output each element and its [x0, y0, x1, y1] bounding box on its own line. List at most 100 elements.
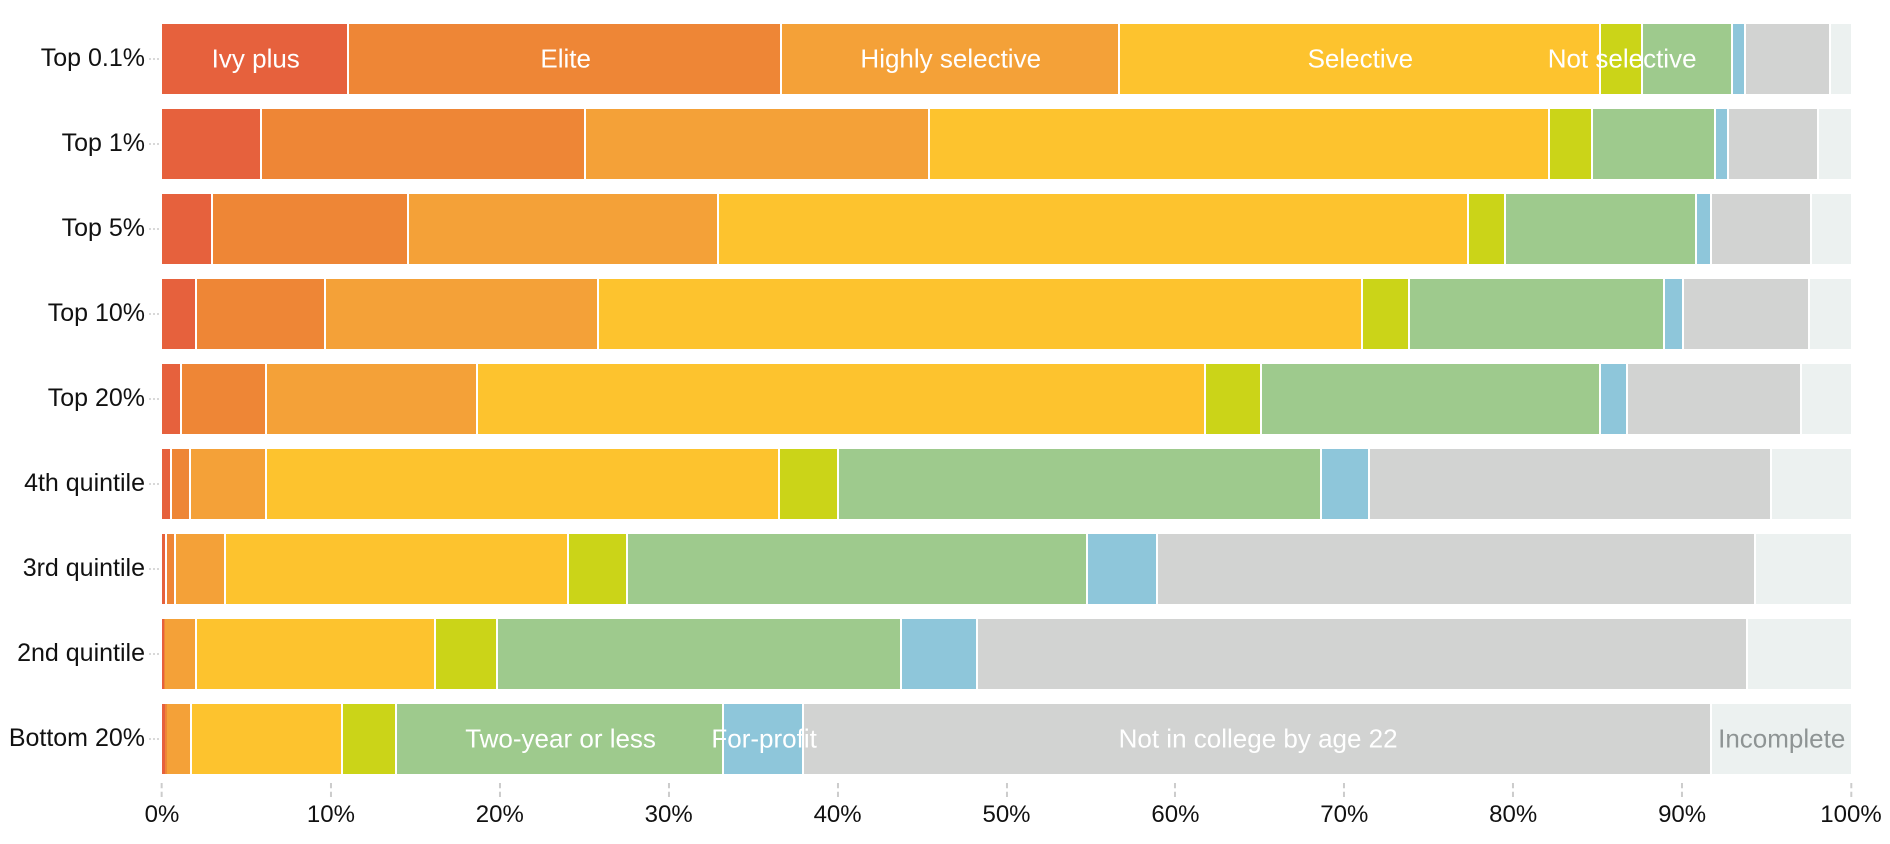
leader-dots — [149, 567, 159, 570]
segment-for-profit — [901, 618, 978, 689]
segment-elite — [172, 448, 191, 519]
x-tick-50: 50% — [982, 781, 1031, 829]
x-tick-label: 10% — [306, 801, 355, 828]
segment-two-year-or-less — [628, 533, 1088, 604]
segment-elite — [261, 108, 586, 179]
x-tick-70: 70% — [1320, 781, 1368, 829]
segment-two-year-or-less — [839, 448, 1323, 519]
segment-not-selective — [569, 533, 629, 604]
x-tick-40: 40% — [814, 781, 862, 829]
leader-dots — [149, 652, 159, 655]
x-tick-80: 80% — [1489, 781, 1537, 829]
segment-not-in-college-by-age-22 — [1628, 363, 1802, 434]
segment-not-selective — [1362, 278, 1411, 349]
row-label: Bottom 20% — [8, 724, 145, 752]
row-label: 3rd quintile — [22, 554, 145, 582]
x-tick-label: 40% — [813, 801, 862, 828]
x-tick-60: 60% — [1151, 781, 1199, 829]
segment-elite: Elite — [349, 23, 782, 94]
x-tick-90: 90% — [1658, 781, 1706, 829]
segment-not-selective — [1205, 363, 1262, 434]
segment-label-elite: Elite — [540, 43, 591, 73]
tick-mark — [667, 783, 670, 797]
segment-ivy-plus — [162, 618, 164, 689]
tick-mark — [1512, 783, 1515, 797]
row-label: Top 0.1% — [40, 44, 145, 72]
segment-selective — [266, 448, 781, 519]
segment-incomplete — [1830, 23, 1851, 94]
segment-ivy-plus: Ivy plus — [162, 23, 350, 94]
bar-row-top-20: Top 20% — [0, 356, 1890, 441]
x-tick-label: 100% — [1820, 801, 1882, 828]
segment-selective — [719, 193, 1470, 264]
segment-ivy-plus — [162, 363, 183, 434]
segment-highly-selective — [167, 703, 193, 774]
stacked-bar — [162, 108, 1851, 179]
x-tick-label: 50% — [982, 801, 1031, 828]
segment-incomplete — [1747, 618, 1851, 689]
segment-for-profit — [1322, 448, 1370, 519]
segment-incomplete — [1812, 193, 1851, 264]
segment-highly-selective — [266, 363, 478, 434]
stacked-bar — [162, 278, 1851, 349]
segment-label-for-profit: For-profit — [711, 723, 817, 753]
bar-row-top-5: Top 5% — [0, 186, 1890, 271]
stacked-bar — [162, 618, 1851, 689]
segment-not-in-college-by-age-22 — [1369, 448, 1772, 519]
segment-selective — [599, 278, 1363, 349]
stacked-bar — [162, 363, 1851, 434]
segment-ivy-plus — [162, 448, 173, 519]
segment-label-ivy-plus: Ivy plus — [211, 43, 300, 73]
segment-for-profit: For-profit — [711, 703, 817, 774]
stacked-bar — [162, 533, 1851, 604]
segment-two-year-or-less — [498, 618, 902, 689]
tick-mark — [1849, 783, 1852, 797]
tick-mark — [1343, 783, 1346, 797]
leader-dots — [149, 142, 159, 145]
x-tick-label: 90% — [1658, 801, 1707, 828]
leader-dots — [149, 482, 159, 485]
tick-mark — [1681, 783, 1684, 797]
segment-two-year-or-less — [1410, 278, 1666, 349]
segment-not-in-college-by-age-22 — [1712, 193, 1813, 264]
segment-for-profit — [1665, 278, 1684, 349]
segment-elite — [197, 278, 326, 349]
segment-for-profit — [1732, 23, 1747, 94]
segment-elite — [163, 618, 166, 689]
tick-mark — [836, 783, 839, 797]
segment-not-selective — [1550, 108, 1593, 179]
segment-highly-selective — [325, 278, 600, 349]
segment-not-selective — [1469, 193, 1507, 264]
bar-row-top-10: Top 10% — [0, 271, 1890, 356]
segment-for-profit — [1697, 193, 1713, 264]
segment-selective — [477, 363, 1206, 434]
x-tick-label: 80% — [1489, 801, 1538, 828]
leader-dots — [149, 57, 159, 60]
segment-two-year-or-less: Two-year or less — [396, 703, 725, 774]
segment-selective — [226, 533, 570, 604]
segment-not-selective — [342, 703, 397, 774]
segment-ivy-plus — [162, 108, 262, 179]
row-label: Top 5% — [61, 214, 145, 242]
x-tick-label: 30% — [644, 801, 693, 828]
segment-not-in-college-by-age-22 — [1683, 278, 1811, 349]
segment-two-year-or-less — [1643, 23, 1733, 94]
segment-two-year-or-less — [1261, 363, 1601, 434]
tick-mark — [1005, 783, 1008, 797]
tick-mark — [1174, 783, 1177, 797]
leader-dots — [149, 397, 159, 400]
tick-mark — [329, 783, 332, 797]
segment-selective — [197, 618, 436, 689]
segment-not-selective — [435, 618, 499, 689]
segment-highly-selective — [190, 448, 267, 519]
segment-not-in-college-by-age-22: Not in college by age 22 — [803, 703, 1713, 774]
x-tick-100: 100% — [1820, 781, 1882, 829]
row-label: Top 20% — [47, 384, 145, 412]
bar-row-2nd-quintile: 2nd quintile — [0, 611, 1890, 696]
x-tick-label: 0% — [144, 801, 180, 828]
segment-incomplete — [1818, 108, 1851, 179]
tick-mark — [161, 783, 163, 797]
stacked-bar — [162, 448, 1851, 519]
segment-incomplete — [1771, 448, 1851, 519]
